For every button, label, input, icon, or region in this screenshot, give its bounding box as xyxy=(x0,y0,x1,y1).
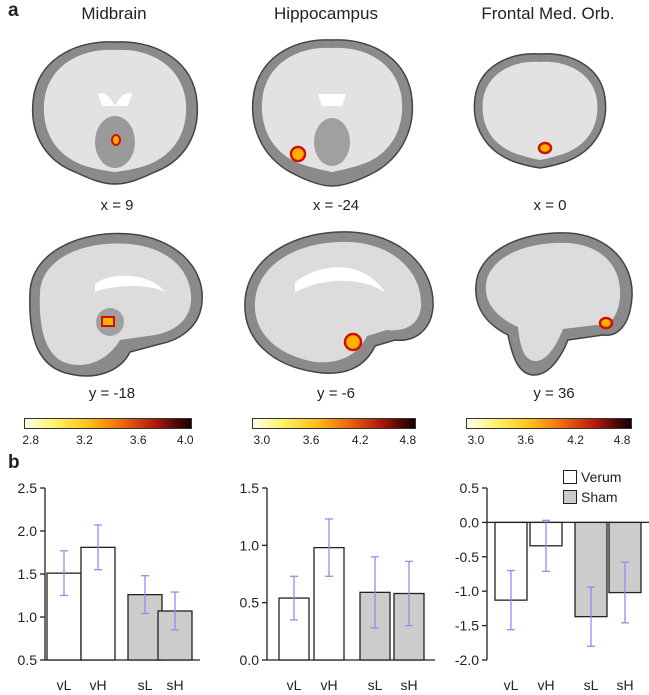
x-tick-label: vH xyxy=(320,677,337,693)
sagittal-label-frontal: y = 36 xyxy=(533,385,575,402)
legend: Verum Sham xyxy=(563,469,621,505)
x-tick-label: vL xyxy=(57,677,72,693)
colorbar-tick: 4.0 xyxy=(176,433,194,447)
legend-swatch-verum xyxy=(563,470,577,484)
colorbar-tick: 3.0 xyxy=(467,433,485,447)
colorbar-tick: 4.8 xyxy=(399,433,417,447)
y-tick-label: -0.5 xyxy=(455,549,479,565)
x-tick-label: vH xyxy=(537,677,554,693)
y-tick-label: 0.5 xyxy=(460,480,480,496)
x-tick-label: vH xyxy=(89,677,106,693)
x-tick-label: vL xyxy=(287,677,302,693)
region-title-midbrain: Midbrain xyxy=(81,4,147,23)
region-title-frontal: Frontal Med. Orb. xyxy=(481,4,615,23)
bar xyxy=(127,593,163,661)
colorbar-tick: 3.6 xyxy=(517,433,535,447)
x-tick-label: vL xyxy=(504,677,519,693)
coronal-slice-midbrain xyxy=(31,41,199,185)
panel-b-letter: b xyxy=(8,452,20,473)
colorbar-gradient xyxy=(252,418,416,429)
coronal-label-midbrain: x = 9 xyxy=(100,197,134,214)
panel-a-letter: a xyxy=(8,0,19,21)
x-tick-label: sL xyxy=(368,677,383,693)
colorbar-midbrain: 2.8 3.2 3.6 4.0 xyxy=(22,418,194,452)
bar-chart-midbrain: 0.5 1.0 1.5 2.0 2.5 vL vH sL sH xyxy=(18,480,200,693)
colorbar-tick: 3.2 xyxy=(76,433,93,447)
coronal-label-hippocampus: x = -24 xyxy=(312,197,360,214)
region-title-hippocampus: Hippocampus xyxy=(274,4,378,23)
x-tick-label: sL xyxy=(584,677,599,693)
colorbar-hippocampus: 3.0 3.6 4.2 4.8 xyxy=(252,418,416,452)
bar xyxy=(574,521,608,618)
x-tick-label: sH xyxy=(400,677,417,693)
colorbar-gradient xyxy=(466,418,632,429)
x-tick-label: sH xyxy=(616,677,633,693)
y-tick-label: 0.0 xyxy=(460,514,480,530)
colorbar-tick: 3.6 xyxy=(302,433,320,447)
y-tick-label: 1.5 xyxy=(18,566,38,582)
colorbar-tick: 4.2 xyxy=(351,433,369,447)
y-tick-label: 1.5 xyxy=(240,480,260,496)
colorbar-tick: 2.8 xyxy=(22,433,40,447)
sagittal-label-midbrain: y = -18 xyxy=(88,385,136,402)
sagittal-label-hippocampus: y = -6 xyxy=(317,385,355,402)
y-tick-label: 1.0 xyxy=(18,609,38,625)
y-tick-label: 0.5 xyxy=(240,595,260,611)
y-tick-label: 0.0 xyxy=(240,652,260,668)
coronal-label-frontal: x = 0 xyxy=(533,197,567,214)
y-tick-label: 2.0 xyxy=(18,523,38,539)
colorbar-frontal: 3.0 3.6 4.2 4.8 xyxy=(466,418,632,452)
bar-chart-hippocampus: 0.0 0.5 1.0 1.5 vL vH sL sH xyxy=(240,480,435,693)
legend-item-sham: Sham xyxy=(563,489,621,505)
y-tick-label: -2.0 xyxy=(455,652,479,668)
sagittal-slice-midbrain xyxy=(29,232,203,377)
legend-swatch-sham xyxy=(563,490,577,504)
y-tick-label: -1.0 xyxy=(455,583,479,599)
legend-item-verum: Verum xyxy=(563,469,621,485)
sagittal-slice-hippocampus xyxy=(244,231,434,374)
coronal-slice-hippocampus xyxy=(252,39,413,187)
y-tick-label: 2.5 xyxy=(18,480,38,496)
y-tick-label: -1.5 xyxy=(455,618,479,634)
bar-chart-frontal: 0.5 0.0 -0.5 -1.0 -1.5 -2.0 vL vH sL sH xyxy=(455,480,649,693)
coronal-slice-frontal xyxy=(473,53,607,169)
legend-label-sham: Sham xyxy=(581,489,618,505)
sagittal-slice-frontal xyxy=(475,232,633,376)
x-tick-label: sL xyxy=(138,677,153,693)
colorbar-tick: 3.0 xyxy=(253,433,271,447)
y-tick-label: 1.0 xyxy=(240,537,260,553)
colorbar-gradient xyxy=(24,418,192,429)
legend-label-verum: Verum xyxy=(581,469,622,485)
colorbar-tick: 3.6 xyxy=(129,433,147,447)
x-tick-label: sH xyxy=(166,677,183,693)
colorbar-tick: 4.8 xyxy=(613,433,631,447)
y-tick-label: 0.5 xyxy=(18,652,38,668)
colorbar-tick: 4.2 xyxy=(567,433,584,447)
